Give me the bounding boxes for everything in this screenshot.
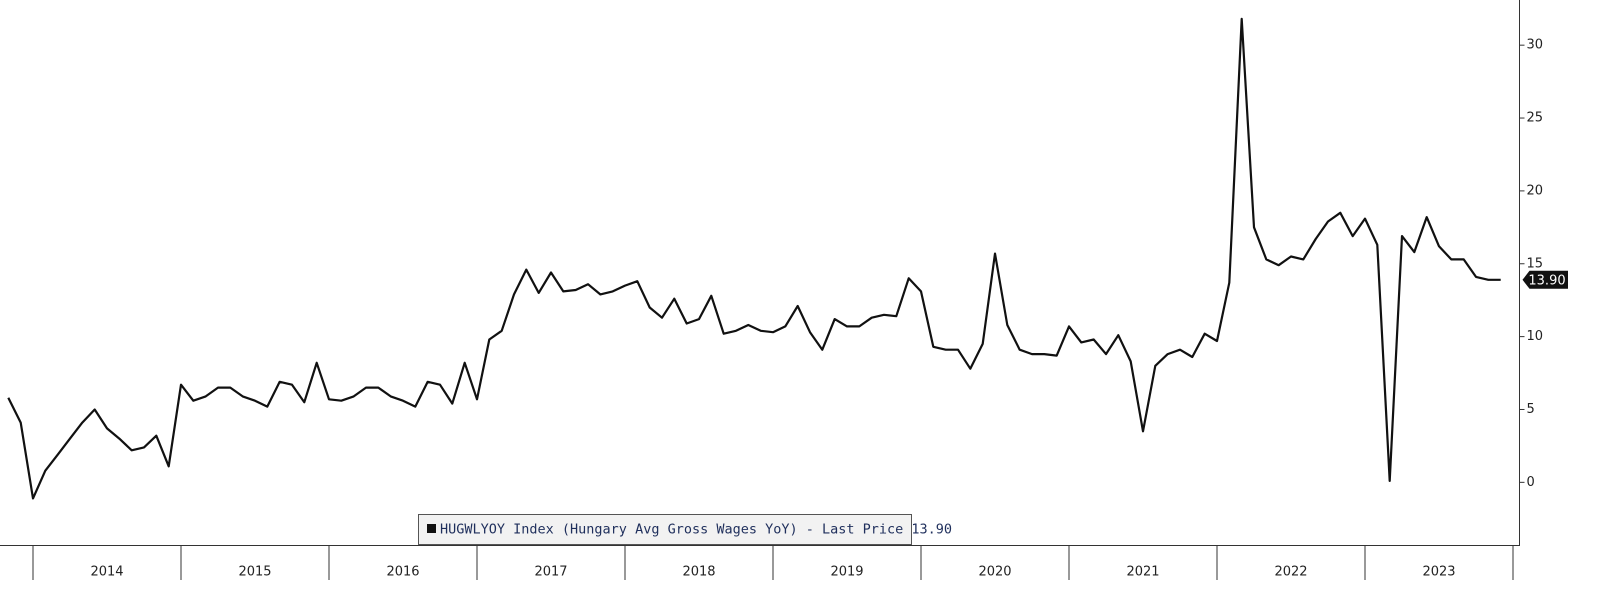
legend-swatch [427, 524, 436, 533]
x-tick-label: 2021 [1126, 565, 1159, 580]
x-tick-label: 2020 [978, 565, 1011, 580]
y-tick-label: 20 [1527, 183, 1544, 198]
last-price-tag [1522, 270, 1568, 289]
y-tick-label: 30 [1527, 38, 1544, 53]
y-tick-label: 25 [1527, 111, 1544, 126]
x-tick-label: 2022 [1274, 565, 1307, 580]
x-tick-label: 2019 [830, 565, 863, 580]
last-price-label: 13.90 [1528, 273, 1565, 288]
series-line [7, 17, 1501, 500]
y-tick-label: 0 [1527, 475, 1535, 490]
x-tick-label: 2017 [534, 565, 567, 580]
y-tick-label: 5 [1527, 402, 1535, 417]
legend-box [418, 514, 912, 545]
legend-text: HUGWLYOY Index (Hungary Avg Gross Wages … [440, 522, 952, 538]
y-tick-label: 10 [1527, 329, 1544, 344]
x-tick-label: 2023 [1422, 565, 1455, 580]
x-tick-label: 2018 [682, 565, 715, 580]
x-tick-label: 2015 [238, 565, 271, 580]
plot [7, 17, 1501, 500]
x-tick-label: 2016 [386, 565, 419, 580]
y-tick-label: 15 [1527, 256, 1544, 271]
x-tick-label: 2014 [90, 565, 123, 580]
